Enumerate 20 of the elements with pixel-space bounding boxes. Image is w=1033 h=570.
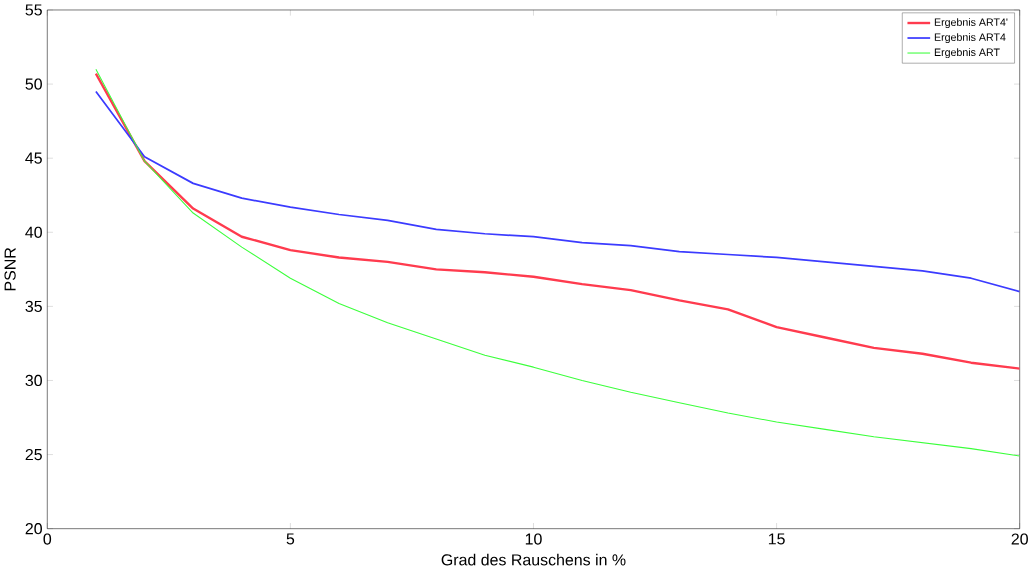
y-tick-label: 50 (25, 78, 42, 90)
x-tick-label: 15 (768, 533, 785, 545)
legend-label: Ergebnis ART4 (934, 33, 1006, 44)
y-tick-label: 35 (25, 300, 42, 313)
x-axis-title: Grad des Rauschens in % (441, 553, 626, 566)
x-tick-label: 20 (1011, 533, 1028, 545)
line-series (95, 90, 1020, 293)
y-tick-label: 20 (25, 523, 42, 535)
y-tick-label: 25 (25, 448, 42, 461)
x-tick-label: 0 (43, 533, 52, 545)
x-tick-label: 5 (286, 533, 295, 545)
y-tick-label: 45 (25, 152, 42, 164)
x-tick-label: 10 (525, 533, 542, 545)
legend-label: Ergebnis ART4' (934, 18, 1008, 29)
y-tick-label: 55 (25, 4, 42, 16)
y-tick-label: 40 (25, 226, 42, 238)
y-axis-title: PSNR (4, 247, 16, 291)
legend-label: Ergebnis ART (934, 48, 1000, 59)
line-series (94, 72, 1020, 370)
y-tick-label: 30 (25, 374, 42, 387)
